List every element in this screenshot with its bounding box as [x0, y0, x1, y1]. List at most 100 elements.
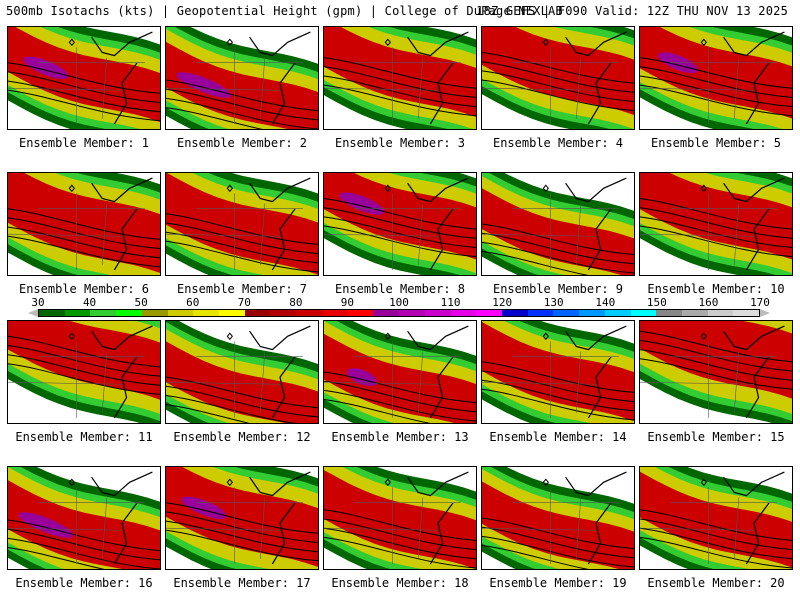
height-contour: [166, 502, 318, 534]
height-contour: [640, 84, 792, 117]
coastline: [91, 325, 153, 419]
ensemble-map-panel: [165, 172, 319, 276]
colorbar-segment: [476, 310, 502, 316]
ensemble-map-panel: [481, 26, 635, 130]
isotach-map: [8, 467, 160, 569]
high-center-marker: [542, 332, 549, 341]
coastline: [91, 471, 153, 565]
colorbar-segment: [630, 310, 657, 316]
isotach-map: [166, 321, 318, 423]
colorbar-segment: [656, 310, 682, 316]
colorbar-segment: [450, 310, 477, 316]
height-contour: [640, 66, 792, 98]
colorbar-tick-label: 130: [543, 296, 564, 309]
coastline: [91, 177, 153, 271]
state-borders: [8, 193, 145, 270]
high-center-marker: [384, 184, 391, 193]
colorbar-tick-label: 150: [646, 296, 667, 309]
isotach-90-band: [324, 173, 476, 260]
colorbar-segment: [681, 310, 708, 316]
ensemble-map-panel: [639, 172, 793, 276]
height-contour: [640, 527, 792, 560]
height-contour: [8, 89, 160, 122]
coastline: [565, 177, 627, 271]
ensemble-map-panel: [323, 172, 477, 276]
state-borders: [482, 487, 619, 564]
high-center-marker: [68, 38, 75, 47]
state-borders: [166, 47, 303, 124]
isotach-90-band: [166, 173, 318, 275]
colorbar-scale: [38, 309, 760, 317]
isotach-90-band: [324, 27, 476, 117]
height-contour: [324, 207, 476, 239]
colorbar-segment: [296, 310, 322, 316]
ensemble-member-label: Ensemble Member: 12: [173, 430, 311, 444]
colorbar-tick-label: 80: [289, 296, 303, 309]
title-right: 18Z GEFS | F090 Valid: 12Z THU NOV 13 20…: [476, 4, 788, 18]
coastline: [723, 325, 785, 419]
isotach-map: [166, 467, 318, 569]
height-contour: [324, 380, 476, 413]
coastline: [249, 31, 311, 125]
isotach-map: [324, 321, 476, 423]
height-contour: [640, 330, 792, 363]
ensemble-member-label: Ensemble Member: 16: [15, 576, 153, 590]
colorbar-tick-label: 170: [750, 296, 770, 309]
colorbar-tick-label: 90: [340, 296, 355, 309]
high-center-marker: [700, 184, 707, 193]
height-contour: [640, 536, 792, 569]
ensemble-member-label: Ensemble Member: 19: [489, 576, 627, 590]
colorbar-tick-label: 50: [134, 296, 148, 309]
state-borders: [166, 487, 303, 564]
height-contour: [324, 216, 476, 248]
ensemble-map-panel: [481, 320, 635, 424]
state-borders: [166, 341, 303, 418]
height-contour: [166, 97, 318, 129]
isotach-90-band: [640, 173, 792, 260]
state-borders: [640, 193, 777, 270]
ensemble-map-panel: [165, 26, 319, 130]
ensemble-map-panel: [639, 320, 793, 424]
isotach-map: [166, 173, 318, 275]
high-center-marker: [384, 332, 391, 341]
height-contour: [8, 80, 160, 113]
height-contour: [482, 79, 634, 112]
high-center-marker: [542, 38, 549, 47]
colorbar-segment: [347, 310, 374, 316]
isotach-map: [640, 27, 792, 129]
high-center-marker: [68, 332, 75, 341]
isotach-90-band: [8, 27, 160, 122]
ensemble-map-panel: [323, 320, 477, 424]
high-center-marker: [384, 38, 391, 47]
isotach-map: [324, 173, 476, 275]
height-contour: [640, 216, 792, 248]
ensemble-member-label: Ensemble Member: 13: [331, 430, 469, 444]
state-borders: [8, 487, 145, 564]
colorbar-segment: [707, 310, 734, 316]
colorbar-tick-label: 110: [440, 296, 461, 309]
high-center-marker: [226, 332, 233, 341]
height-contour: [482, 517, 634, 550]
colorbar-segment: [501, 310, 528, 316]
height-contour: [166, 231, 318, 264]
isotach-90-band: [8, 173, 160, 273]
isotach-90-band: [640, 471, 792, 568]
colorbar-high-arrow: [760, 309, 770, 317]
height-contour: [8, 354, 160, 386]
ensemble-map-panel: [639, 466, 793, 570]
ensemble-member-label: Ensemble Member: 14: [489, 430, 627, 444]
height-contour: [640, 518, 792, 551]
colorbar-tick-label: 40: [82, 296, 97, 309]
state-borders: [482, 193, 619, 270]
height-contour: [8, 217, 160, 249]
high-center-marker: [700, 332, 707, 341]
height-contour: [8, 235, 160, 268]
height-contour: [482, 535, 634, 568]
isotach-110-core: [176, 72, 232, 98]
ensemble-member-label: Ensemble Member: 11: [15, 430, 153, 444]
height-contour: [324, 509, 476, 541]
height-contour: [640, 207, 792, 239]
colorbar-segment: [219, 310, 245, 316]
height-contour: [8, 345, 160, 377]
state-borders: [324, 487, 461, 564]
